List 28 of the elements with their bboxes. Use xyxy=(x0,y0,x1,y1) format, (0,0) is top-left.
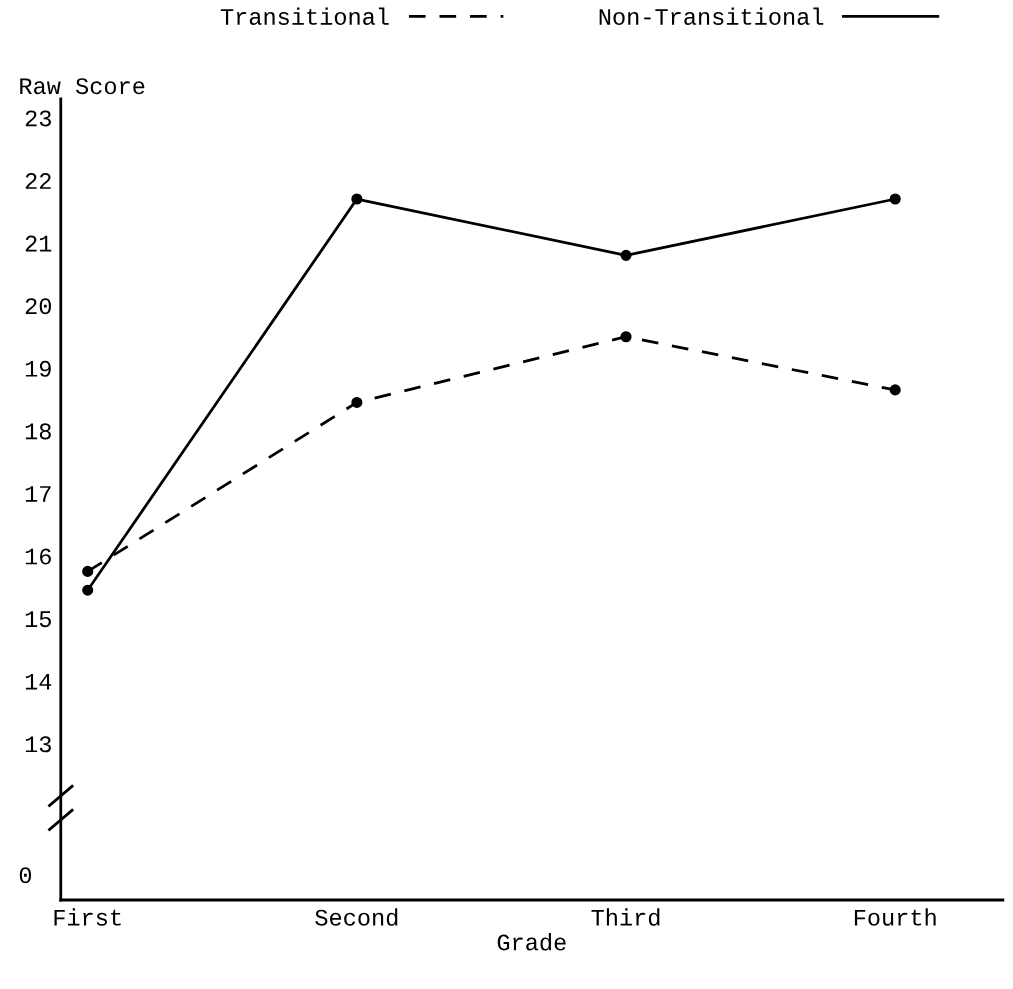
x-tick-label: Third xyxy=(591,908,660,926)
y-tick-label: 14 xyxy=(25,673,52,690)
y-tick-label: 15 xyxy=(25,611,51,628)
point xyxy=(620,331,632,343)
point xyxy=(620,249,632,261)
y-tick-label: 20 xyxy=(25,298,51,315)
x-axis-title: Grade xyxy=(497,933,566,951)
x-tick-label: Fourth xyxy=(854,908,936,926)
y-tick-label: 19 xyxy=(25,360,51,377)
y-tick-label: 21 xyxy=(25,235,52,252)
y-tick-label: 17 xyxy=(25,486,51,502)
point xyxy=(889,384,901,396)
text: 0 xyxy=(19,867,32,884)
point xyxy=(889,193,901,205)
y-tick-label: 18 xyxy=(25,423,51,440)
y-axis-title: Raw Score xyxy=(20,78,145,95)
y-tick-label: 13 xyxy=(25,736,51,753)
y-tick-label: 23 xyxy=(25,110,51,127)
point xyxy=(351,396,363,408)
legend-label: Transitional xyxy=(220,7,389,25)
x-tick-label: Second xyxy=(315,908,398,926)
y-tick-label: 22 xyxy=(25,173,51,189)
legend-label: Non-Transitional xyxy=(599,7,824,25)
point xyxy=(351,193,363,205)
y-tick-label: 16 xyxy=(25,548,51,565)
point xyxy=(82,584,94,596)
point xyxy=(82,565,94,577)
x-tick-label: First xyxy=(54,908,121,926)
